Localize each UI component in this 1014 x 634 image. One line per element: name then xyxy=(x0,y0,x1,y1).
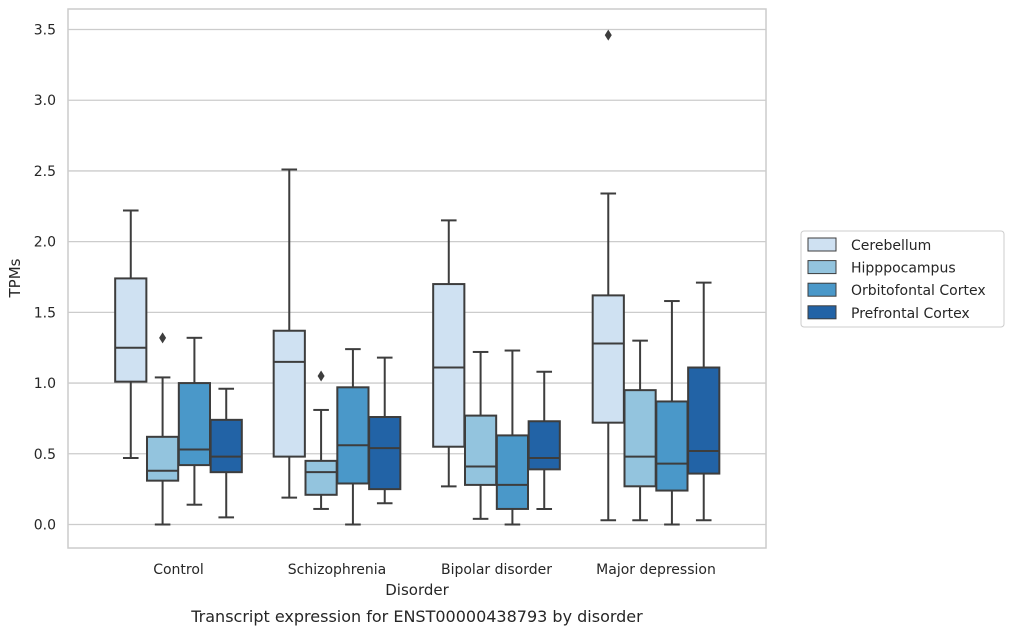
outlier-point xyxy=(317,370,325,382)
x-tick-label: Major depression xyxy=(596,562,716,578)
legend-swatch xyxy=(807,305,837,320)
legend: Cerebellum Hipppocampus Orbitofontal Corte… xyxy=(800,230,1005,328)
box-iqr xyxy=(623,389,657,488)
box-iqr xyxy=(272,329,306,458)
legend-swatch xyxy=(807,282,837,297)
box-iqr xyxy=(527,420,561,471)
outlier-point xyxy=(604,29,612,41)
box-iqr xyxy=(304,459,338,496)
box-hipppocampus-1 xyxy=(304,370,338,510)
box-iqr xyxy=(209,418,243,474)
box-hipppocampus-0 xyxy=(145,332,180,526)
y-tick-label: 1.0 xyxy=(34,376,56,392)
x-axis-label: Disorder xyxy=(385,581,449,599)
chart-caption: Transcript expression for ENST0000043879… xyxy=(190,607,643,626)
outlier-point xyxy=(159,332,167,344)
box-plot-boxes xyxy=(114,29,721,526)
y-tick-label: 3.0 xyxy=(34,93,56,109)
box-iqr xyxy=(463,414,498,486)
x-tick-label: Bipolar disorder xyxy=(441,562,552,578)
box-cerebellum-2 xyxy=(432,219,466,488)
y-axis-label: TPMs xyxy=(6,258,24,298)
box-iqr xyxy=(114,277,148,383)
box-iqr xyxy=(432,283,466,448)
box-cerebellum-3 xyxy=(591,29,625,522)
y-tick-label: 0.0 xyxy=(34,518,56,534)
y-axis-ticks: 0.0 0.5 1.0 1.5 2.0 2.5 3.0 3.5 xyxy=(34,23,56,534)
box-orbitofontal-cortex-3 xyxy=(655,300,689,526)
box-orbitofontal-cortex-1 xyxy=(336,348,370,526)
y-tick-label: 2.0 xyxy=(34,235,56,251)
legend-label: Cerebellum xyxy=(851,238,931,254)
box-iqr xyxy=(655,400,689,492)
legend-swatch xyxy=(807,237,837,252)
x-axis-ticks: Control Schizophrenia Bipolar disorder Majo… xyxy=(153,562,716,578)
plot-area-frame xyxy=(67,8,767,549)
x-tick-label: Schizophrenia xyxy=(288,562,386,578)
legend-label: Hipppocampus xyxy=(851,261,956,277)
legend-label: Prefrontal Cortex xyxy=(851,306,970,322)
box-cerebellum-0 xyxy=(114,209,148,460)
box-prefrontal-cortex-1 xyxy=(368,356,402,505)
box-iqr xyxy=(177,382,212,467)
legend-label: Orbitofontal Cortex xyxy=(851,283,986,299)
box-iqr xyxy=(368,416,402,491)
box-iqr xyxy=(145,435,180,482)
box-iqr xyxy=(687,366,721,475)
box-iqr xyxy=(336,386,370,485)
box-prefrontal-cortex-3 xyxy=(687,281,721,522)
box-hipppocampus-3 xyxy=(623,339,657,522)
x-tick-label: Control xyxy=(153,562,204,578)
y-tick-label: 2.5 xyxy=(34,164,56,180)
legend-frame xyxy=(800,230,1005,328)
box-orbitofontal-cortex-2 xyxy=(495,349,530,526)
box-cerebellum-1 xyxy=(272,168,306,499)
box-iqr xyxy=(591,294,625,424)
y-tick-label: 1.5 xyxy=(34,305,56,321)
box-iqr xyxy=(495,434,530,510)
box-prefrontal-cortex-0 xyxy=(209,387,243,519)
y-tick-label: 3.5 xyxy=(34,23,56,39)
y-tick-label: 0.5 xyxy=(34,447,56,463)
box-hipppocampus-2 xyxy=(463,350,498,520)
box-orbitofontal-cortex-0 xyxy=(177,336,212,506)
legend-swatch xyxy=(807,260,837,275)
box-prefrontal-cortex-2 xyxy=(527,370,561,510)
